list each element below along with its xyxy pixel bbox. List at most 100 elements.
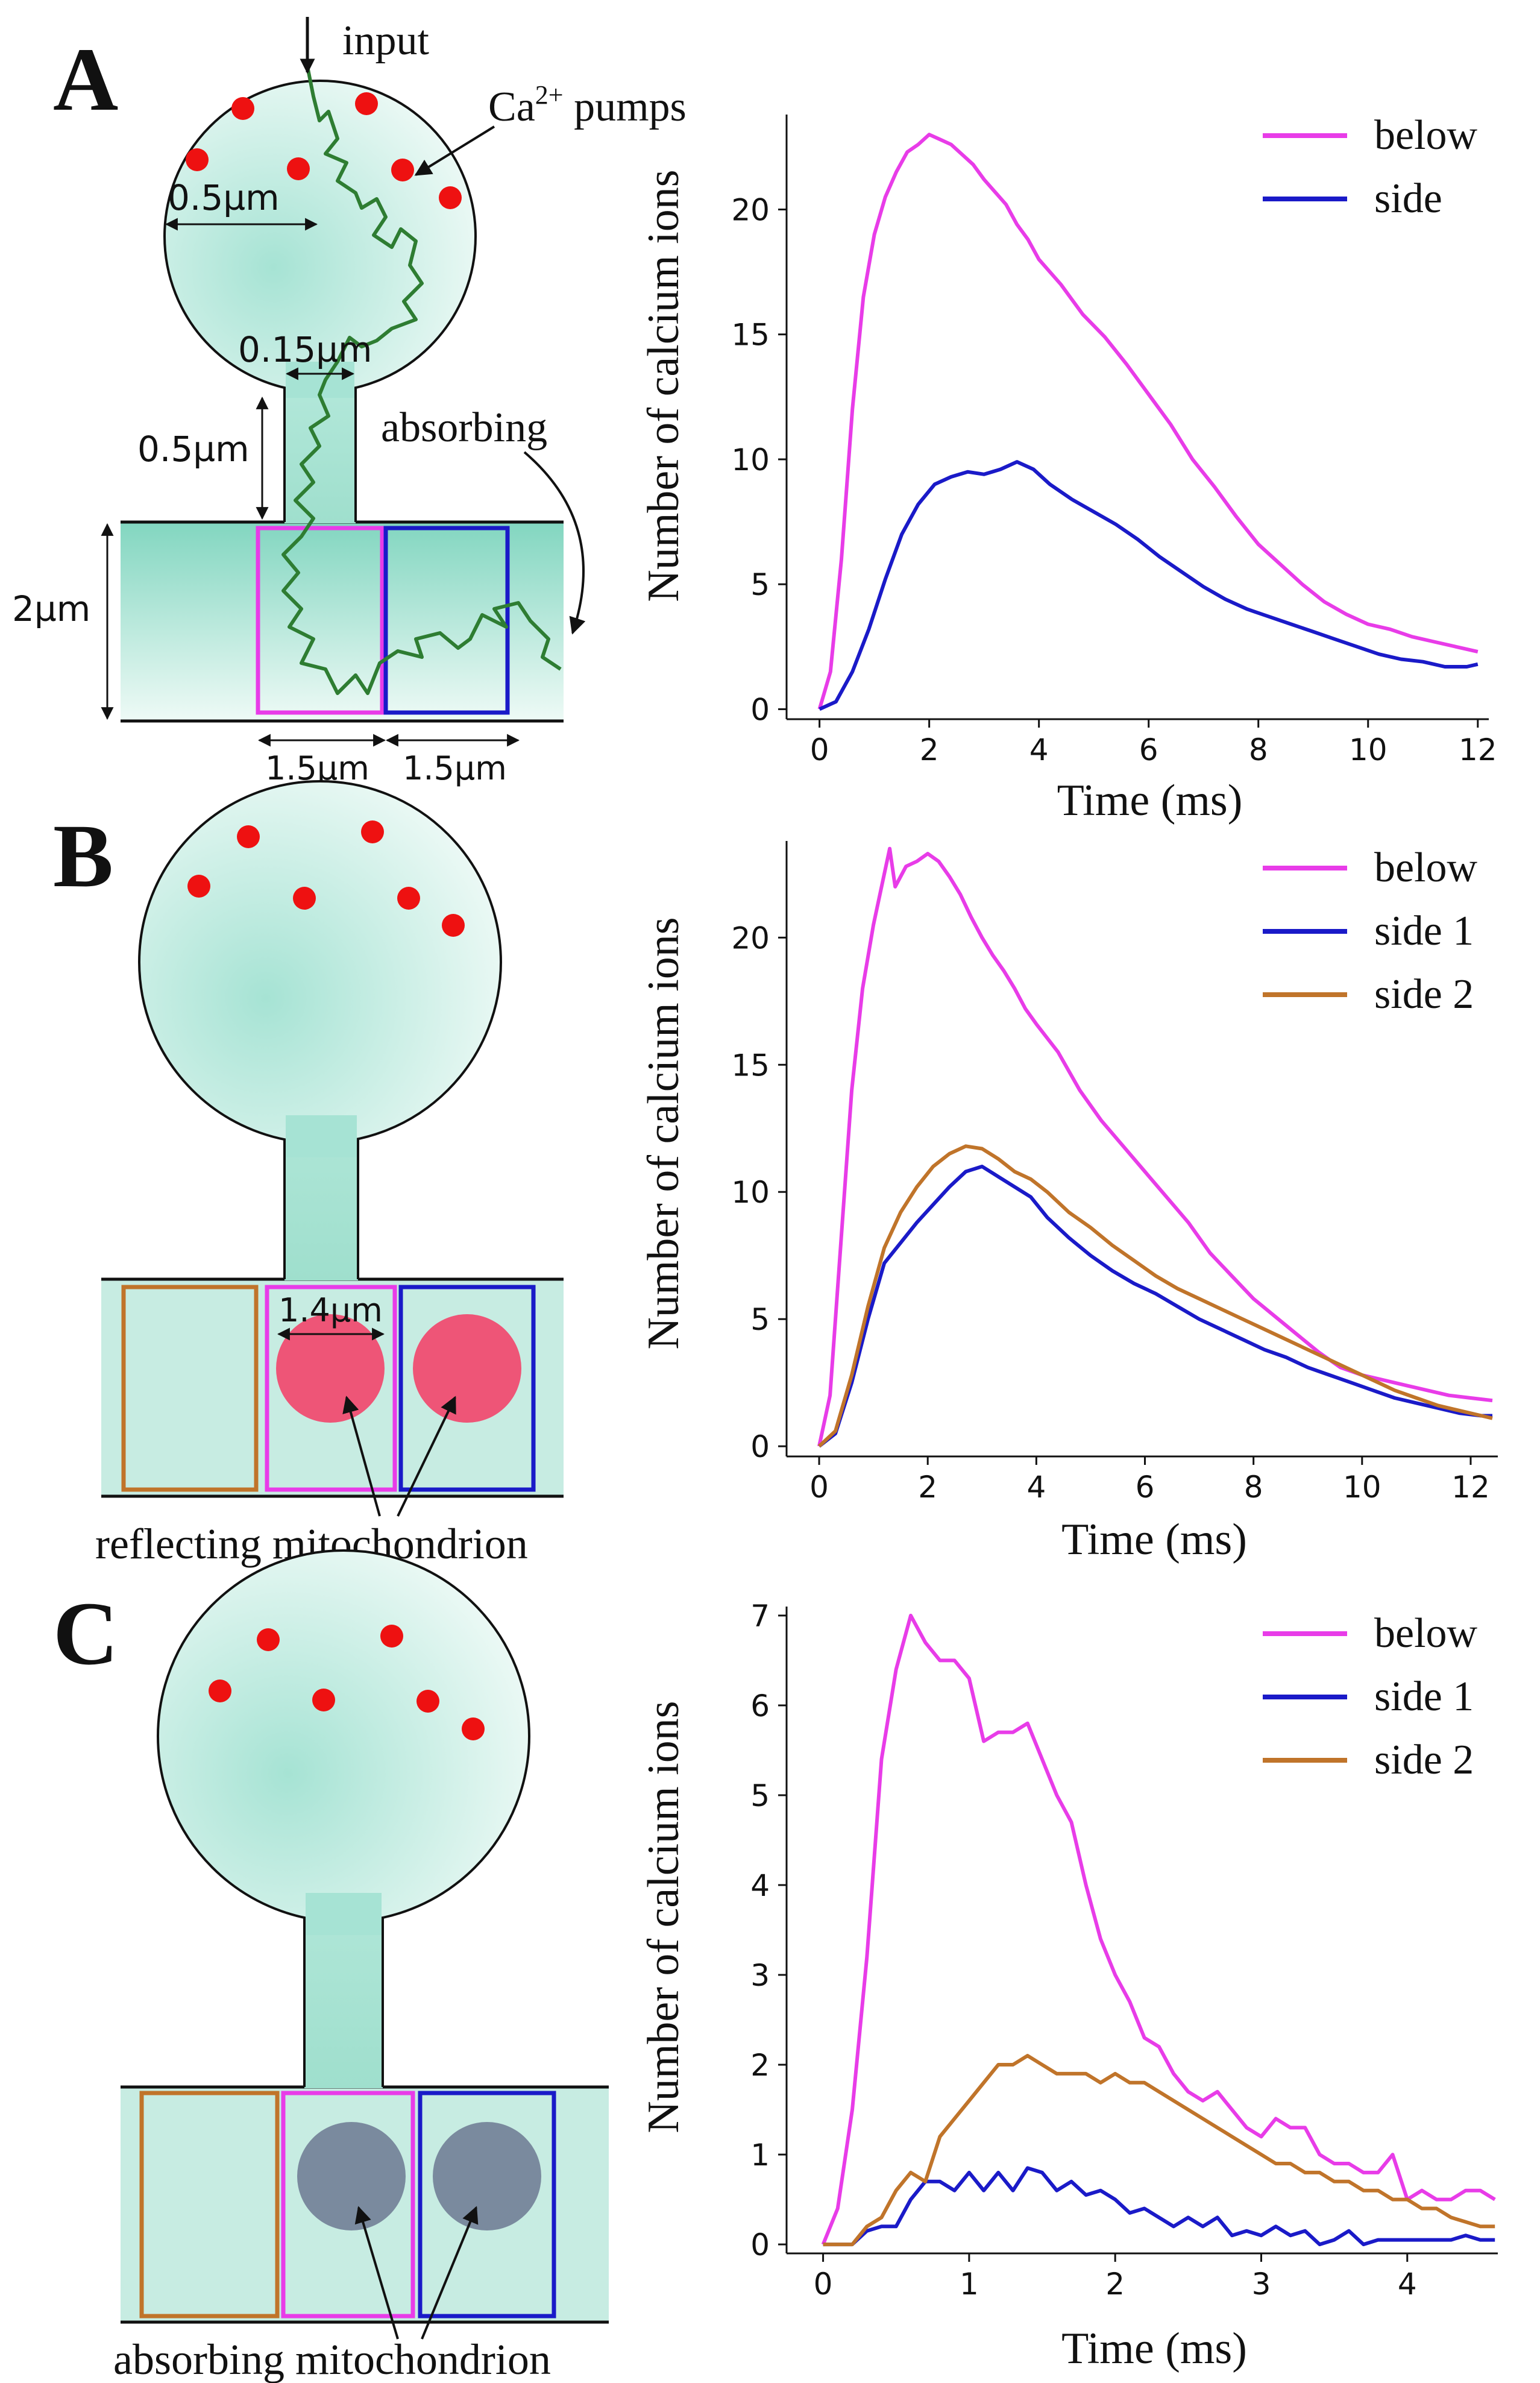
x-tick-label: 0 xyxy=(809,1470,829,1505)
pump xyxy=(257,1628,280,1651)
x-tick-label: 2 xyxy=(920,732,939,767)
y-tick-label: 3 xyxy=(750,1958,770,1993)
mito-pointer-2 xyxy=(397,1396,456,1517)
legend-label: below xyxy=(1374,112,1478,159)
mito-pointer-c-1 xyxy=(354,2206,399,2340)
panel-c-letter: C xyxy=(53,1584,118,1684)
x-axis-label: Time (ms) xyxy=(1061,2324,1247,2373)
pump xyxy=(312,1689,335,1711)
x-tick-label: 6 xyxy=(1136,1470,1155,1505)
y-tick-label: 10 xyxy=(731,1175,770,1210)
absorbing-caption: absorbing mitochondrion xyxy=(113,2335,551,2383)
side-2-box-c xyxy=(139,2091,280,2318)
absorbing-pointer xyxy=(523,451,586,635)
side-2-box-b xyxy=(121,1285,259,1492)
y-tick-label: 20 xyxy=(731,192,770,227)
series-line-side-1 xyxy=(823,2166,1495,2247)
legend-label: side 1 xyxy=(1374,908,1474,954)
x-tick-label: 12 xyxy=(1459,732,1497,767)
x-tick-label: 10 xyxy=(1349,732,1388,767)
spine-head-b xyxy=(138,780,502,1144)
chart-c: 0 1 2 3 4 5 6 7 0 1 2 3 4 Time (ms) Number of calcium … xyxy=(639,1599,1498,2373)
dendrite-width-label: 2µm xyxy=(12,588,90,629)
x-tick-label: 4 xyxy=(1398,2267,1417,2302)
calcium-pumps-b xyxy=(187,820,465,937)
x-tick-label: 0 xyxy=(814,2267,833,2302)
pumps-label-sup: 2+ xyxy=(535,80,564,110)
neck-width-label: 0.15µm xyxy=(238,329,372,370)
pump xyxy=(391,159,414,181)
panel-b-diagram: B 1.4µm reflecting mitochondrion xyxy=(53,780,564,1568)
calcium-pumps-a xyxy=(186,92,462,209)
pump xyxy=(416,1690,439,1713)
series-line-side-1 xyxy=(818,1165,1492,1448)
legend-label: below xyxy=(1374,1610,1478,1657)
legend-label: side 2 xyxy=(1374,1737,1474,1783)
reflecting-mitochondrion-2 xyxy=(413,1314,521,1423)
panel-b-letter: B xyxy=(53,806,113,906)
y-tick-label: 6 xyxy=(750,1689,770,1724)
y-axis-label: Number of calcium ions xyxy=(639,1701,688,2133)
legend-label: side xyxy=(1374,175,1442,222)
pump xyxy=(361,820,384,843)
series-line-below xyxy=(817,846,1493,1447)
x-tick-label: 4 xyxy=(1026,1470,1046,1505)
spine-neck-b-join xyxy=(286,1115,357,1157)
y-tick-label: 5 xyxy=(750,1302,770,1337)
series-line-side-2 xyxy=(823,2054,1495,2247)
absorbing-label: absorbing xyxy=(381,405,547,451)
y-tick-label: 2 xyxy=(750,2048,770,2083)
y-tick-label: 1 xyxy=(750,2138,770,2173)
pumps-label-suffix: pumps xyxy=(564,84,687,130)
calcium-pumps-c xyxy=(209,1625,485,1740)
input-label: input xyxy=(342,17,429,64)
series-line-below xyxy=(817,133,1479,710)
pump xyxy=(462,1717,485,1740)
reflecting-mitochondrion-1 xyxy=(276,1314,385,1423)
series-line-side xyxy=(819,460,1479,711)
x-tick-label: 12 xyxy=(1451,1470,1490,1505)
neck-length-label: 0.5µm xyxy=(137,429,250,470)
panel-a-diagram: A input Ca2+ pumps 0. xyxy=(12,17,687,787)
absorbing-mitochondrion-1 xyxy=(297,2122,406,2230)
panel-a-letter: A xyxy=(53,30,118,130)
mito-pointer-1 xyxy=(342,1396,381,1517)
pump xyxy=(355,92,378,115)
side-box-a xyxy=(383,526,510,715)
absorbing-mitochondrion-2 xyxy=(433,2122,541,2230)
pump xyxy=(442,914,465,937)
pump xyxy=(186,148,209,171)
pump xyxy=(439,186,462,209)
legend-label: side 1 xyxy=(1374,1673,1474,1720)
y-tick-label: 15 xyxy=(731,1048,770,1083)
x-axis-label: Time (ms) xyxy=(1061,1515,1247,1564)
box-width-2-label: 1.5µm xyxy=(403,749,507,787)
y-tick-label: 0 xyxy=(750,692,770,727)
spine-neck-c-join xyxy=(306,1893,382,1935)
x-tick-label: 0 xyxy=(810,732,829,767)
mito-diameter-label: 1.4µm xyxy=(278,1291,383,1329)
below-box-b xyxy=(265,1285,397,1492)
y-axis-label: Number of calcium ions xyxy=(639,917,688,1349)
y-tick-label: 15 xyxy=(731,318,770,353)
chart-b: 0 5 10 15 20 0 2 4 6 8 10 12 Time (ms) Number of calc… xyxy=(639,841,1498,1564)
pump xyxy=(231,97,254,120)
pump xyxy=(397,887,420,910)
pump xyxy=(293,887,316,910)
pumps-pointer xyxy=(414,125,495,176)
x-tick-label: 2 xyxy=(918,1470,937,1505)
below-box-c xyxy=(281,2091,415,2318)
x-tick-label: 6 xyxy=(1139,732,1158,767)
random-walk-trajectory xyxy=(281,66,562,695)
y-tick-label: 0 xyxy=(750,2227,770,2262)
pump xyxy=(187,875,210,898)
side-1-box-c xyxy=(418,2091,556,2318)
pump xyxy=(209,1679,231,1702)
y-axis-label: Number of calcium ions xyxy=(639,169,688,602)
series-line-side-2 xyxy=(817,1144,1493,1448)
pump xyxy=(287,157,310,180)
mito-pointer-c-2 xyxy=(421,2206,479,2340)
y-tick-label: 5 xyxy=(750,567,770,602)
x-tick-label: 3 xyxy=(1252,2267,1271,2302)
